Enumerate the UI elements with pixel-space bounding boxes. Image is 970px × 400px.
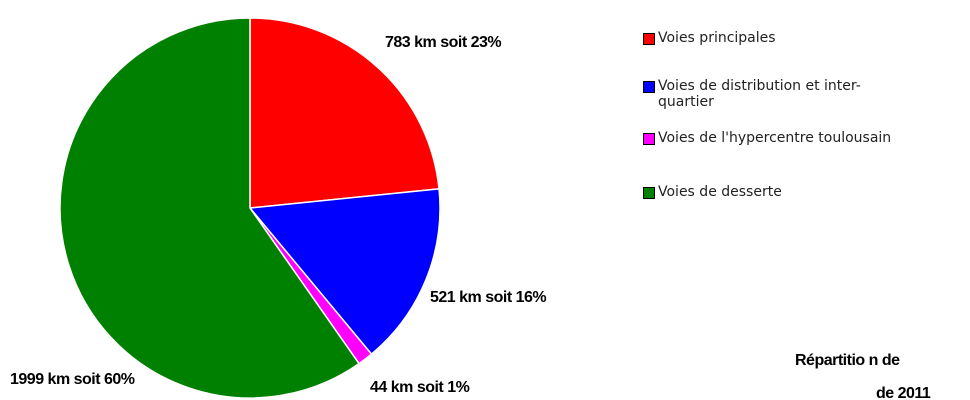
legend-swatch [643,187,655,199]
legend-label: Voies de distribution et inter- quartier [658,78,861,110]
data-label: 521 km soit 16% [430,289,546,306]
data-label: 44 km soit 1% [370,379,470,396]
legend-swatch [643,133,655,145]
data-label: 783 km soit 23% [385,34,501,51]
legend-item: Voies de l'hypercentre toulousain [643,130,963,146]
chart-title: Répartitio n de [795,352,900,369]
legend-label: Voies de desserte [658,184,782,200]
legend-item: Voies de distribution et inter- quartier [643,78,963,110]
legend-label: Voies principales [658,30,776,46]
pie-slice [249,17,440,209]
pie-slice [59,17,361,399]
legend-item: Voies principales [643,30,963,46]
legend-label: Voies de l'hypercentre toulousain [658,130,892,146]
pie-slice [248,188,441,356]
legend-item: Voies de desserte [643,184,963,200]
legend-swatch [643,81,655,93]
legend-swatch [643,33,655,45]
chart-title: de 2011 [876,385,931,400]
data-label: 1999 km soit 60% [10,371,135,388]
